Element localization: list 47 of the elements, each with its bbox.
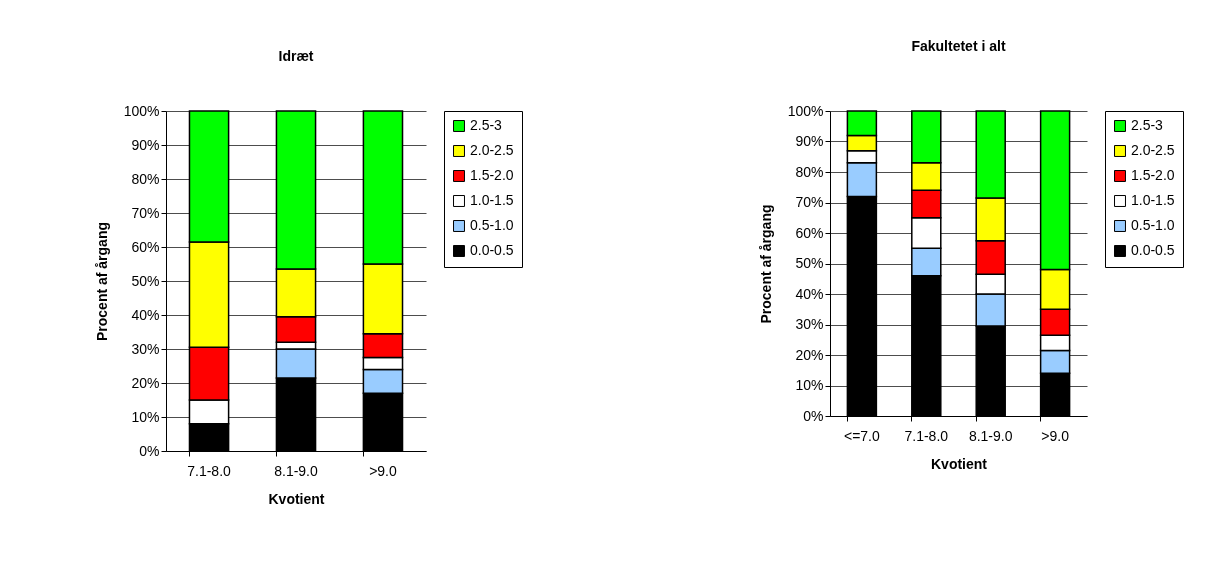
x-axis-title: Kvotient (268, 490, 325, 507)
legend-label: 0.0-0.5 (1131, 242, 1175, 258)
legend-label: 1.5-2.0 (470, 167, 514, 183)
chart-title: Fakultetet i alt (911, 38, 1006, 54)
y-tick-label: 80% (795, 163, 824, 180)
y-tick-label: 50% (795, 255, 824, 271)
y-tick-label: 10% (131, 408, 160, 425)
y-tick-label: 60% (131, 238, 160, 255)
legend-label: 2.5-3 (470, 117, 503, 133)
x-tick-label: >9.0 (1041, 427, 1070, 444)
x-tick-label: <=7.0 (843, 427, 880, 444)
y-tick-label: 30% (795, 316, 824, 332)
x-tick-label: >9.0 (369, 462, 397, 479)
legend-label: 0.0-0.5 (470, 242, 514, 258)
y-tick-label: 20% (795, 346, 824, 363)
x-tick-label: 7.1-8.0 (187, 462, 232, 479)
legend-label: 2.0-2.5 (470, 142, 514, 158)
legend-label: 1.5-2.0 (1131, 167, 1175, 183)
legend-label: 0.5-1.0 (1131, 217, 1175, 233)
legend-label: 2.5-3 (1131, 117, 1164, 133)
y-tick-label: 80% (131, 170, 160, 187)
y-tick-label: 100% (123, 102, 160, 119)
legend-label: 0.5-1.0 (470, 217, 514, 233)
x-tick-label: 8.1-9.0 (274, 462, 318, 479)
y-tick-label: 0% (803, 407, 824, 424)
y-tick-label: 0% (139, 442, 160, 459)
x-tick-label: 8.1-9.0 (968, 427, 1013, 444)
y-axis-title: Procent af årgang (757, 204, 774, 324)
legend-label: 2.0-2.5 (1131, 142, 1175, 158)
legend-label: 1.0-1.5 (470, 192, 514, 208)
y-tick-label: 90% (795, 133, 824, 149)
y-tick-label: 20% (131, 374, 160, 391)
x-axis-title: Kvotient (931, 455, 988, 472)
legend-label: 1.0-1.5 (1131, 192, 1175, 208)
y-axis-title: Procent af årgang (93, 221, 110, 342)
chart-title: Idræt (278, 48, 314, 64)
y-tick-label: 50% (131, 272, 160, 289)
y-tick-label: 10% (795, 377, 824, 393)
y-tick-label: 60% (795, 224, 824, 241)
y-tick-label: 40% (795, 285, 824, 302)
x-tick-label: 7.1-8.0 (904, 427, 949, 444)
y-tick-label: 30% (131, 340, 160, 357)
y-tick-label: 90% (131, 136, 160, 153)
y-tick-label: 70% (131, 204, 160, 221)
y-tick-label: 70% (795, 194, 824, 210)
y-tick-label: 100% (787, 102, 824, 119)
y-tick-label: 40% (131, 306, 160, 323)
